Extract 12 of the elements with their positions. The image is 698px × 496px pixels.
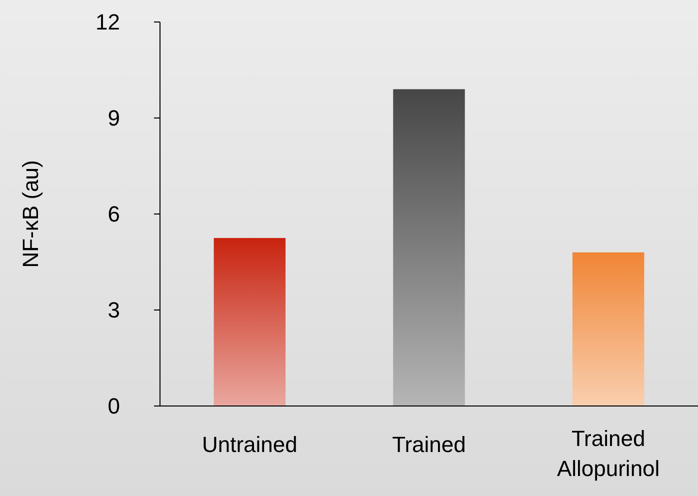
bar: [214, 238, 286, 406]
x-tick-label: Trained: [392, 432, 466, 457]
bar: [393, 89, 465, 406]
bar: [572, 252, 644, 406]
y-axis-title: NF-κB (au): [18, 160, 43, 268]
x-tick-label: Trained Allopurinol: [556, 426, 660, 481]
y-tick-label: 9: [108, 106, 120, 131]
y-tick-label: 6: [108, 202, 120, 227]
y-tick-label: 12: [96, 10, 120, 35]
y-tick-label: 0: [108, 394, 120, 419]
x-tick-label: Untrained: [202, 432, 298, 457]
y-tick-label: 3: [108, 298, 120, 323]
